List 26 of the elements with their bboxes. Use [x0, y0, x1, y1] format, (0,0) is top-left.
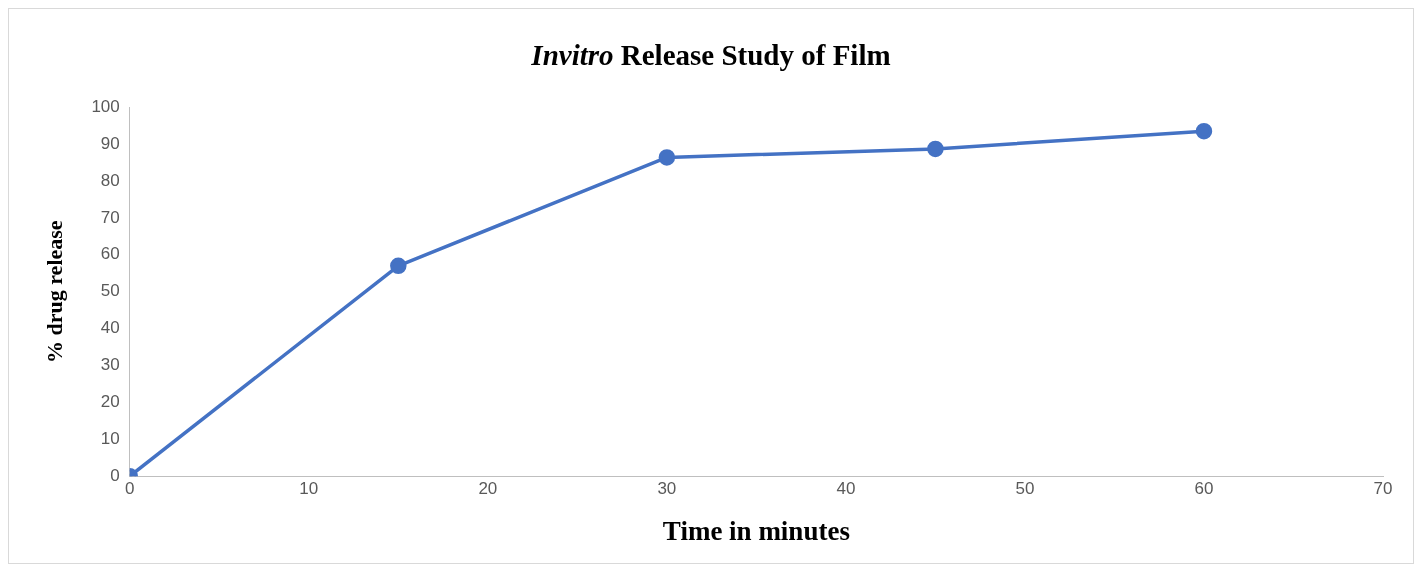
- y-tick-label: 50: [100, 281, 120, 301]
- x-tick-label: 70: [1373, 479, 1393, 499]
- y-tick-label: 20: [100, 392, 120, 412]
- y-tick-label: 100: [91, 96, 120, 116]
- x-tick-label: 0: [125, 479, 135, 499]
- y-tick-label: 60: [100, 244, 120, 264]
- point: [1195, 122, 1213, 140]
- x-tick-label: 20: [478, 479, 498, 499]
- x-tick-label: 40: [836, 479, 856, 499]
- point: [390, 257, 407, 275]
- y-tick-label: 0: [110, 465, 120, 485]
- y-tick-label: 40: [100, 318, 120, 338]
- x-tick-label: 10: [299, 479, 319, 499]
- y-axis-title: % drug release: [41, 220, 67, 363]
- y-tick-label: 30: [100, 355, 120, 375]
- x-tick-label: 30: [657, 479, 677, 499]
- y-tick-label: 10: [100, 428, 120, 448]
- chart-title: Invitro Release Study of Film: [531, 39, 891, 71]
- point: [658, 149, 676, 166]
- y-tick-label: 70: [100, 207, 120, 227]
- y-tick-label: 90: [100, 133, 120, 153]
- x-axis-title: Time in minutes: [662, 515, 850, 546]
- point: [927, 140, 944, 158]
- x-tick-label: 50: [1015, 479, 1035, 499]
- x-tick-label: 60: [1194, 479, 1214, 499]
- y-tick-label: 80: [100, 170, 120, 190]
